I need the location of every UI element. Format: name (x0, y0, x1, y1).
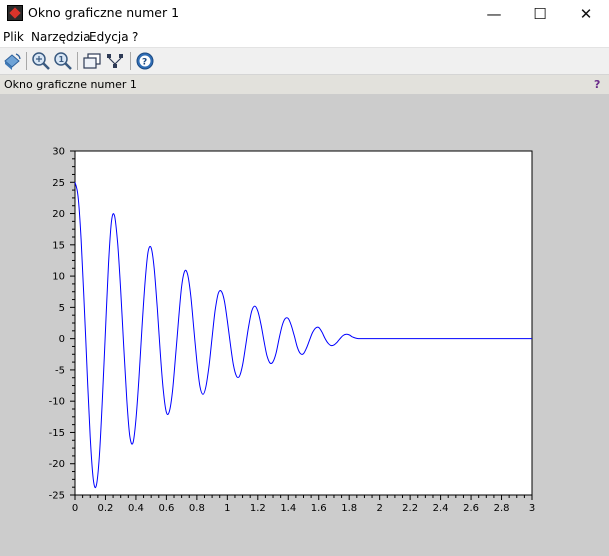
x-tick-label: 2.6 (463, 503, 479, 514)
x-tick-label: 0.4 (128, 503, 144, 514)
y-tick-label: 0 (59, 334, 65, 345)
toolbar-separator (77, 52, 78, 70)
y-tick-label: 20 (52, 209, 65, 220)
x-tick-label: 3 (529, 503, 535, 514)
scilab-app-icon (7, 5, 23, 21)
x-tick-label: 1.4 (280, 503, 296, 514)
x-tick-label: 2.8 (494, 503, 510, 514)
x-tick-label: 0 (72, 503, 78, 514)
svg-text:?: ? (142, 58, 147, 68)
y-tick-label: -10 (49, 397, 65, 408)
y-tick-label: -15 (49, 428, 65, 439)
x-tick-label: 0.6 (158, 503, 174, 514)
y-tick-label: -25 (49, 491, 65, 502)
x-tick-label: 1.8 (341, 503, 357, 514)
y-tick-label: -5 (55, 365, 65, 376)
window-title: Okno graficzne numer 1 (28, 5, 180, 20)
y-tick-label: 25 (52, 178, 65, 189)
title-bar: Okno graficzne numer 1 — ☐ ✕ (0, 0, 609, 27)
series-line (74, 182, 532, 489)
menu-help[interactable]: ? (132, 30, 139, 44)
y-tick-label: 10 (52, 272, 65, 283)
y-tick-label: 30 (52, 147, 65, 158)
x-tick-label: 1.2 (250, 503, 266, 514)
maximize-button[interactable]: ☐ (533, 4, 547, 23)
edit-axes-icon[interactable] (105, 51, 125, 71)
plot-canvas[interactable]: 0 0.2 0.4 0.6 0.8 1 1.2 1.4 1.6 1.8 2 2.2 2.4 2.6 2.8 3… (0, 95, 609, 552)
minimize-button[interactable]: — (486, 4, 502, 23)
toolbar-separator (130, 52, 131, 70)
zoom-reset-icon[interactable]: 1 (53, 51, 73, 71)
toolbar: 1 ? (0, 48, 609, 75)
y-tick-label: -20 (49, 459, 65, 470)
x-tick-label: 0.2 (98, 503, 114, 514)
menu-bar: Plik Narzędzia Edycja ? (0, 27, 609, 48)
menu-edycja[interactable]: Edycja (89, 30, 129, 44)
help-icon[interactable]: ? (135, 51, 155, 71)
figure-name-label: Okno graficzne numer 1 (4, 78, 137, 91)
toolbar-separator (26, 52, 27, 70)
plot-area (74, 150, 533, 496)
x-tick-label: 0.8 (189, 503, 205, 514)
x-tick-label: 2.2 (402, 503, 418, 514)
info-help-button[interactable]: ? (594, 78, 601, 91)
zoom-in-icon[interactable] (31, 51, 51, 71)
x-tick-label: 1 (224, 503, 230, 514)
x-tick-label: 2 (376, 503, 382, 514)
x-tick-label: 1.6 (311, 503, 327, 514)
close-button[interactable]: ✕ (579, 4, 593, 23)
menu-plik[interactable]: Plik (3, 30, 24, 44)
chart-svg: 0 0.2 0.4 0.6 0.8 1 1.2 1.4 1.6 1.8 2 2.2 2.4 2.6 2.8 3… (49, 147, 536, 515)
menu-narzedzia[interactable]: Narzędzia (31, 30, 91, 44)
y-tick-label: 15 (52, 240, 65, 251)
rotate-icon[interactable] (2, 51, 22, 71)
figure-info-bar: Okno graficzne numer 1 ? (0, 75, 609, 94)
y-tick-label: 5 (59, 303, 65, 314)
x-tick-label: 2.4 (433, 503, 449, 514)
svg-text:1: 1 (59, 55, 65, 64)
datatip-icon[interactable] (82, 51, 102, 71)
